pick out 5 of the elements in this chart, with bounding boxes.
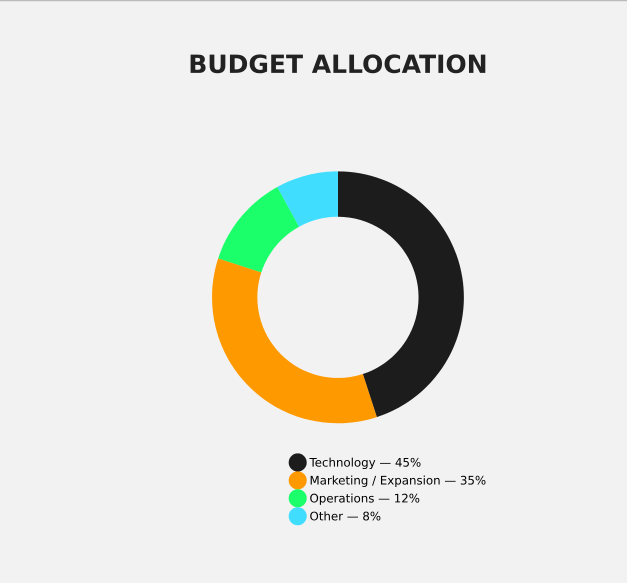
legend-label: Other — 8% [310, 511, 380, 521]
chart-title: BUDGET ALLOCATION [190, 54, 486, 74]
legend-label: Technology — 45% [309, 458, 421, 470]
legend-label: Operations — 12% [310, 493, 420, 505]
legend-label: Marketing / Expansion — 35% [310, 476, 486, 487]
